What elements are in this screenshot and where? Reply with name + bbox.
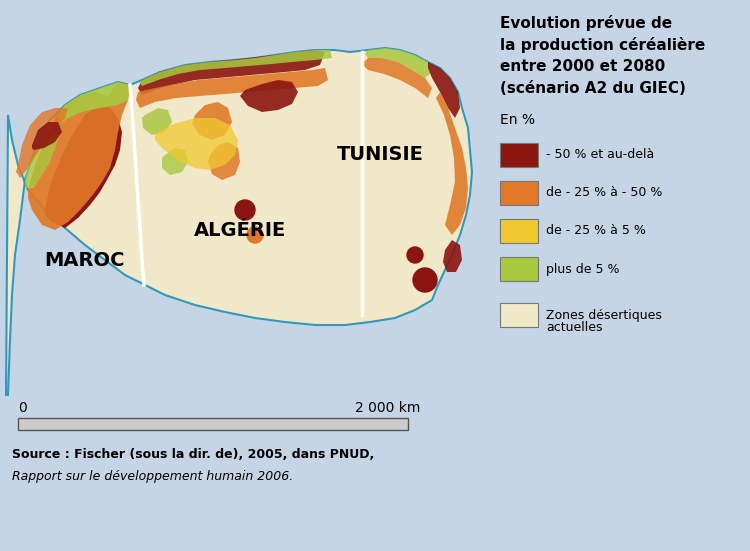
- Polygon shape: [136, 68, 328, 108]
- Text: plus de 5 %: plus de 5 %: [546, 262, 620, 276]
- Polygon shape: [142, 108, 172, 135]
- Polygon shape: [6, 48, 472, 395]
- Circle shape: [407, 247, 423, 263]
- Text: la production céréalière: la production céréalière: [500, 37, 705, 53]
- Polygon shape: [240, 80, 298, 112]
- FancyBboxPatch shape: [18, 418, 408, 430]
- Text: En %: En %: [500, 113, 535, 127]
- Text: 2 000 km: 2 000 km: [355, 401, 420, 415]
- FancyBboxPatch shape: [500, 143, 538, 167]
- Polygon shape: [28, 82, 130, 230]
- Polygon shape: [140, 50, 332, 86]
- Text: actuelles: actuelles: [546, 321, 602, 334]
- Circle shape: [413, 268, 437, 292]
- Polygon shape: [16, 108, 68, 178]
- Circle shape: [247, 227, 263, 243]
- Polygon shape: [138, 50, 325, 95]
- Polygon shape: [25, 135, 60, 188]
- Circle shape: [235, 200, 255, 220]
- Text: MAROC: MAROC: [45, 251, 125, 269]
- FancyBboxPatch shape: [500, 257, 538, 281]
- Text: (scénario A2 du GIEC): (scénario A2 du GIEC): [500, 81, 686, 96]
- FancyBboxPatch shape: [500, 303, 538, 327]
- Polygon shape: [365, 48, 432, 78]
- Polygon shape: [162, 148, 188, 175]
- Polygon shape: [45, 105, 122, 228]
- Polygon shape: [32, 122, 62, 150]
- Polygon shape: [436, 92, 468, 235]
- Text: Zones désertiques: Zones désertiques: [546, 309, 662, 322]
- FancyBboxPatch shape: [500, 219, 538, 243]
- Polygon shape: [192, 102, 232, 140]
- Polygon shape: [443, 240, 462, 272]
- Text: 0: 0: [18, 401, 27, 415]
- Text: - 50 % et au-delà: - 50 % et au-delà: [546, 149, 654, 161]
- Text: TUNISIE: TUNISIE: [337, 145, 424, 165]
- Polygon shape: [208, 142, 240, 180]
- Text: Source : Fischer (sous la dir. de), 2005, dans PNUD,: Source : Fischer (sous la dir. de), 2005…: [12, 448, 374, 461]
- Polygon shape: [428, 62, 460, 118]
- Polygon shape: [155, 118, 238, 170]
- Text: Evolution prévue de: Evolution prévue de: [500, 15, 672, 31]
- Text: de - 25 % à 5 %: de - 25 % à 5 %: [546, 224, 646, 237]
- Text: entre 2000 et 2080: entre 2000 et 2080: [500, 59, 665, 74]
- Polygon shape: [58, 82, 130, 125]
- Polygon shape: [362, 58, 432, 98]
- FancyBboxPatch shape: [500, 181, 538, 205]
- Text: Rapport sur le développement humain 2006.: Rapport sur le développement humain 2006…: [12, 470, 293, 483]
- Text: de - 25 % à - 50 %: de - 25 % à - 50 %: [546, 186, 662, 199]
- Text: ALGÉRIE: ALGÉRIE: [194, 220, 286, 240]
